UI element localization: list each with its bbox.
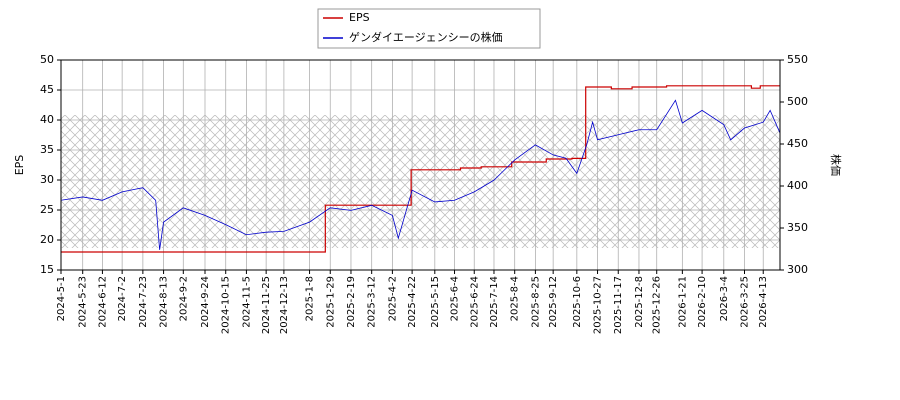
x-tick-label: 2025-1-29 — [325, 276, 336, 328]
plot-frame — [60, 59, 781, 271]
x-tick-label: 2024-9-2 — [178, 276, 189, 321]
x-tick-label: 2025-2-19 — [346, 276, 357, 328]
x-tick-label: 2025-5-15 — [430, 276, 441, 328]
y-tick-label: 40 — [40, 113, 54, 126]
y2-tick-label: 550 — [787, 53, 808, 66]
x-tick-label: 2026-4-13 — [758, 276, 769, 328]
x-tick-label: 2025-4-2 — [387, 276, 398, 321]
y2-tick-label: 500 — [787, 95, 808, 108]
x-tick-label: 2024-10-15 — [221, 276, 232, 334]
x-tick-label: 2025-10-27 — [593, 276, 604, 334]
y-tick-label: 50 — [40, 53, 54, 66]
x-tick-label: 2026-3-25 — [739, 276, 750, 328]
y2-tick-label: 400 — [787, 179, 808, 192]
legend: EPS ゲンダイエージェンシーの株価 — [317, 8, 541, 49]
x-tick-label: 2024-11-5 — [241, 276, 252, 328]
y-tick-label: 25 — [40, 203, 54, 216]
y2-axis-label: 株価 — [829, 154, 843, 176]
x-tick-label: 2024-7-23 — [138, 276, 149, 328]
x-tick-label: 2025-12-8 — [634, 276, 645, 328]
series-line — [60, 99, 781, 250]
x-tick-label: 2025-11-17 — [613, 276, 624, 334]
x-tick-label: 2024-12-13 — [279, 276, 290, 334]
x-tick-label: 2025-6-4 — [450, 276, 461, 321]
x-tick-label: 2025-4-22 — [407, 276, 418, 328]
x-tick-label: 2025-3-12 — [367, 276, 378, 328]
x-tick-label: 2024-7-2 — [117, 276, 128, 321]
x-tick-label: 2025-9-12 — [548, 276, 559, 328]
x-tick-label: 2025-7-14 — [489, 276, 500, 328]
x-tick-label: 2025-6-24 — [469, 276, 480, 328]
x-tick-label: 2024-9-24 — [200, 276, 211, 328]
y-tick-label: 15 — [40, 263, 54, 276]
y-tick-label: 20 — [40, 233, 54, 246]
x-tick-label: 2024-5-23 — [78, 276, 89, 328]
x-tick-label: 2024-8-13 — [159, 276, 170, 328]
y-tick-label: 35 — [40, 143, 54, 156]
x-tick-label: 2025-8-25 — [530, 276, 541, 328]
y2-tick-label: 450 — [787, 137, 808, 150]
x-tick-label: 2025-8-4 — [510, 276, 521, 321]
legend-box — [317, 8, 541, 49]
y-tick-label: 30 — [40, 173, 54, 186]
series-line — [61, 85, 780, 253]
x-tick-label: 2026-2-10 — [697, 276, 708, 328]
hatch-band — [61, 115, 780, 248]
x-tick-label: 2024-6-12 — [97, 276, 108, 328]
x-tick-label: 2025-10-6 — [572, 276, 583, 328]
y2-tick-label: 300 — [787, 263, 808, 276]
legend-label: ゲンダイエージェンシーの株価 — [349, 30, 503, 44]
y2-tick-label: 350 — [787, 221, 808, 234]
x-tick-label: 2024-5-1 — [56, 276, 67, 321]
y-tick-label: 45 — [40, 83, 54, 96]
x-tick-label: 2026-1-21 — [677, 276, 688, 328]
y-axis-label: EPS — [13, 155, 26, 176]
x-tick-label: 2026-3-4 — [719, 276, 730, 321]
legend-label: EPS — [349, 11, 370, 24]
x-tick-label: 2025-1-8 — [305, 276, 316, 321]
x-tick-label: 2025-12-26 — [652, 276, 663, 334]
x-tick-label: 2024-11-25 — [261, 276, 272, 334]
